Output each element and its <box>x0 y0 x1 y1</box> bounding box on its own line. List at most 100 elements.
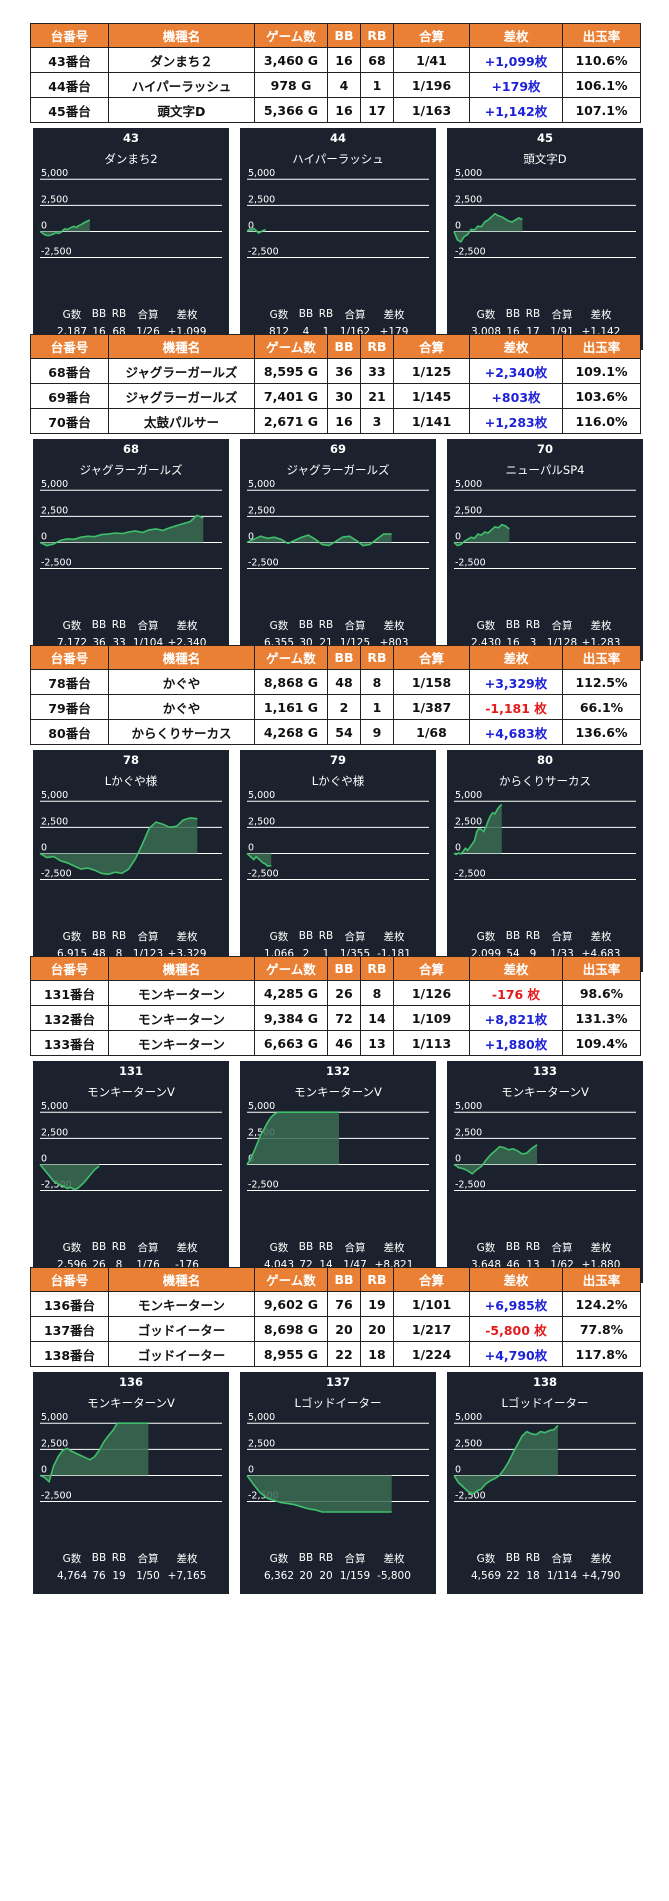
cell-bb: 16 <box>327 408 361 434</box>
y-tick-label: 0 <box>248 531 254 542</box>
stat-header: BB <box>298 930 314 942</box>
stat-header: G数 <box>62 308 82 321</box>
stat-header: 差枚 <box>383 930 405 943</box>
result-table: 台番号 機種名 ゲーム数 BB RB 合算 差枚 出玉率 68番台 ジャグラーガールズ 8,595 … <box>30 334 641 434</box>
machine-number: 43 <box>122 131 139 145</box>
column-header: 差枚 <box>469 1267 563 1292</box>
column-header: 台番号 <box>30 1267 109 1292</box>
machine-chart-panel: 69 ジャグラーガールズ 5,000 2,500 0 -2,500 G数 BB RB 合算 差枚 6,… <box>240 439 436 661</box>
y-tick-label: 5,000 <box>41 1412 68 1423</box>
stat-g: 4,569 <box>470 1570 502 1582</box>
machine-chart-panel: 80 からくりサーカス 5,000 2,500 0 -2,500 G数 BB RB 合算 差枚 2,0… <box>447 750 643 972</box>
stat-header: G数 <box>62 619 82 632</box>
cell-rate: 77.8% <box>562 1316 641 1342</box>
table-row: 80番台 からくりサーカス 4,268 G 54 9 1/68 +4,683枚 136.6% <box>30 719 641 745</box>
stats-value-row: 6,362 20 20 1/159 -5,800 <box>240 1567 436 1585</box>
table-header-row: 台番号 機種名 ゲーム数 BB RB 合算 差枚 出玉率 <box>30 1267 641 1292</box>
column-header: 台番号 <box>30 956 109 981</box>
stat-rb: 1 <box>322 948 330 960</box>
column-header: RB <box>360 956 394 981</box>
column-header: 差枚 <box>469 956 563 981</box>
stat-header: G数 <box>62 1241 82 1254</box>
stats-header-row: G数 BB RB 合算 差枚 <box>240 616 436 634</box>
machine-stats: G数 BB RB 合算 差枚 4,764 76 19 1/50 +7,165 <box>33 1549 229 1585</box>
cell-rb: 17 <box>360 97 394 123</box>
cell-no: 138番台 <box>30 1341 109 1367</box>
area-fill <box>247 1112 339 1165</box>
cell-rb: 18 <box>360 1341 394 1367</box>
column-header: 機種名 <box>108 334 255 359</box>
cell-rate: 109.1% <box>562 358 641 384</box>
stat-header: 合算 <box>137 1552 159 1565</box>
machine-chart-panel: 131 モンキーターンV 5,000 2,500 0 -2,500 G数 BB RB 合算 差枚 2,… <box>33 1061 229 1283</box>
column-header: 機種名 <box>108 956 255 981</box>
stats-header-row: G数 BB RB 合算 差枚 <box>240 1549 436 1567</box>
cell-no: 45番台 <box>30 97 109 123</box>
cell-bb: 20 <box>327 1316 361 1342</box>
stat-header: G数 <box>269 1552 289 1565</box>
cell-samai: +1,283枚 <box>469 408 563 434</box>
cell-model: モンキーターン <box>108 980 255 1006</box>
y-tick-label: 5,000 <box>248 1101 275 1112</box>
y-tick-label: 2,500 <box>41 1438 68 1449</box>
machine-chart-panel: 44 ハイパーラッシュ 5,000 2,500 0 -2,500 G数 BB RB 合算 差枚 812… <box>240 128 436 350</box>
y-tick-label: 0 <box>41 1153 47 1164</box>
cell-bb: 16 <box>327 97 361 123</box>
cell-rb: 3 <box>360 408 394 434</box>
table-row: 45番台 頭文字D 5,366 G 16 17 1/163 +1,142枚 107.1% <box>30 97 641 123</box>
cell-rate: 110.6% <box>562 47 641 73</box>
y-tick-label: 0 <box>248 842 254 853</box>
cell-rate: 112.5% <box>562 669 641 695</box>
table-row: 78番台 かぐや 8,868 G 48 8 1/158 +3,329枚 112.5% <box>30 669 641 695</box>
stat-header: BB <box>91 1241 107 1253</box>
stat-header: BB <box>91 308 107 320</box>
column-header: RB <box>360 645 394 670</box>
stat-header: 差枚 <box>590 308 612 321</box>
cell-bb: 2 <box>327 694 361 720</box>
stat-header: BB <box>298 308 314 320</box>
stat-header: BB <box>505 930 521 942</box>
y-tick-label: 5,000 <box>455 479 482 490</box>
stat-bb: 4 <box>302 326 310 338</box>
stat-header: 合算 <box>551 619 573 632</box>
series-line <box>39 1163 100 1191</box>
column-header: 合算 <box>393 1267 470 1292</box>
cell-no: 78番台 <box>30 669 109 695</box>
stat-gassan: 1/50 <box>136 1570 160 1582</box>
machine-number: 133 <box>532 1064 557 1078</box>
stat-samai: +4,790 <box>581 1570 621 1582</box>
y-tick-label: -2,500 <box>455 869 486 880</box>
area-fill <box>454 804 502 855</box>
stats-header-row: G数 BB RB 合算 差枚 <box>240 927 436 945</box>
machine-name: Lかぐや様 <box>104 774 158 788</box>
stat-header: BB <box>91 930 107 942</box>
stat-header: RB <box>318 1241 334 1253</box>
cell-model: からくりサーカス <box>108 719 255 745</box>
column-header: ゲーム数 <box>254 334 328 359</box>
stat-header: 合算 <box>137 308 159 321</box>
y-tick-label: -2,500 <box>41 1180 72 1191</box>
area-fill <box>454 213 523 242</box>
series-line <box>453 1144 538 1175</box>
stat-header: RB <box>318 619 334 631</box>
area-fill <box>247 534 392 546</box>
column-header: BB <box>327 1267 361 1292</box>
cell-gassan: 1/125 <box>393 358 470 384</box>
stat-header: G数 <box>476 619 496 632</box>
stat-header: BB <box>298 1241 314 1253</box>
cell-gassan: 1/158 <box>393 669 470 695</box>
stat-header: G数 <box>62 930 82 943</box>
column-header: ゲーム数 <box>254 956 328 981</box>
stat-header: RB <box>525 930 541 942</box>
cell-games: 2,671 G <box>254 408 328 434</box>
stat-header: G数 <box>62 1552 82 1565</box>
machine-name: モンキーターンV <box>294 1085 382 1099</box>
machine-chart-panel: 132モンキーターンV5,0002,5000-2,500G数BBRB合算差枚4,… <box>240 1061 436 1283</box>
y-tick-label: 2,500 <box>248 194 275 205</box>
column-header: RB <box>360 334 394 359</box>
y-tick-label: -2,500 <box>41 558 72 569</box>
